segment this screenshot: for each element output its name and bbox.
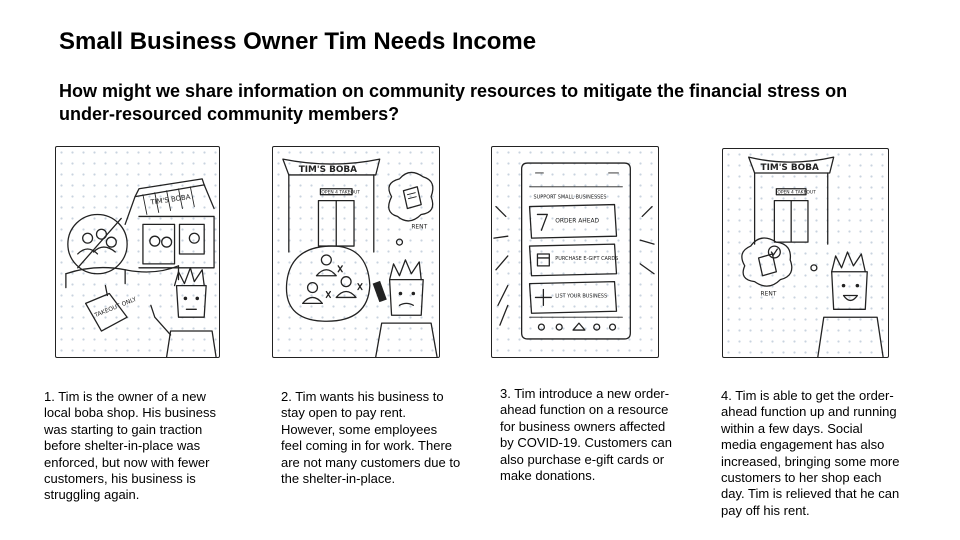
storyboard-panel-1: TIM'S BOBA TAKEOUT ONLY xyxy=(55,146,220,358)
shop-sign-label: TIM'S BOBA xyxy=(761,163,819,173)
panel-3-sketch: SUPPORT SMALL BUSINESSES ORDER AHEAD PUR… xyxy=(493,162,655,340)
shop-sign-label: TIM'S BOBA xyxy=(299,165,357,175)
door-sign-label: OPEN 4 TAKEOUT xyxy=(321,190,360,196)
panel-2-sketch: TIM'S BOBA OPEN 4 TAKEOUT RENT xyxy=(282,158,438,357)
slide-title: Small Business Owner Tim Needs Income xyxy=(59,28,537,55)
storyboard-panel-3: SUPPORT SMALL BUSINESSES ORDER AHEAD PUR… xyxy=(491,146,659,358)
rent-label: RENT xyxy=(411,224,427,230)
panel-4-caption: 4. Tim is able to get the order-ahead fu… xyxy=(721,388,900,518)
panel-1-sketch: TIM'S BOBA TAKEOUT ONLY xyxy=(65,178,217,357)
panel-4-sketch: TIM'S BOBA OPEN 4 TAKEOUT RENT xyxy=(741,156,884,357)
panel-3-caption: 3. Tim introduce a new order-ahead funct… xyxy=(500,386,672,484)
door-sign-label: OPEN 4 TAKEOUT xyxy=(777,190,816,196)
rent-label: RENT xyxy=(761,291,777,297)
takeout-sign-label: TAKEOUT ONLY xyxy=(93,297,138,320)
storyboard-panel-2: TIM'S BOBA OPEN 4 TAKEOUT RENT xyxy=(272,146,440,358)
order-ahead-label: ORDER AHEAD xyxy=(555,218,599,224)
app-header-label: SUPPORT SMALL BUSINESSES xyxy=(534,195,607,201)
how-might-we-question: How might we share information on commun… xyxy=(59,81,848,124)
panel-2-caption: 2. Tim wants his business to stay open t… xyxy=(281,389,461,487)
gift-cards-label: PURCHASE E-GIFT CARDS xyxy=(555,256,618,262)
panel-1-caption: 1. Tim is the owner of a new local boba … xyxy=(44,389,216,503)
storyboard-panel-4: TIM'S BOBA OPEN 4 TAKEOUT RENT xyxy=(722,148,889,358)
list-business-label: LIST YOUR BUSINESS xyxy=(555,293,607,299)
